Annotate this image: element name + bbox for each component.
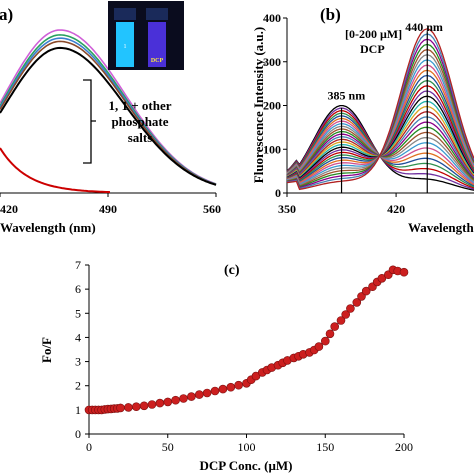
vial-right-label: DCP	[151, 58, 164, 64]
vial-left	[116, 22, 134, 67]
panel-a-x-ticks: 420 490 560	[0, 193, 221, 216]
panel-a-x-tick-label-0: 420	[0, 202, 18, 216]
panel-c-point-56	[399, 267, 409, 277]
panel-c-line	[89, 269, 405, 411]
panel-c-point-11	[124, 403, 133, 412]
panel-b-curve-29	[286, 28, 474, 191]
panel-c-x-tick-label-4: 200	[395, 440, 413, 454]
panel-c-point-52	[377, 273, 387, 283]
panel-b-y-tick-label-0: 0	[275, 186, 281, 200]
panel-b-ylabel: Fluorescence Intensity (a.u.)	[251, 27, 266, 183]
annotation-line-2: phosphate	[111, 114, 168, 129]
panel-c-point-40	[314, 342, 324, 351]
panel-a-red-curve	[0, 147, 111, 194]
panel-c-point-17	[171, 395, 180, 405]
annotation-bracket	[83, 79, 96, 164]
panel-c-y-tick-label-0: 0	[75, 427, 81, 441]
panel-b-peak-label-1: 440 nm	[405, 20, 443, 34]
panel-b-peak-label-0: 385 nm	[328, 89, 366, 103]
conc-dcp-label: DCP	[360, 42, 385, 56]
panel-c-trend	[89, 269, 405, 411]
panel-c-point-18	[179, 394, 188, 403]
panel-c-y-ticks: 0 1 2 3 4 5 6 7	[75, 258, 89, 441]
panel-b-x-ticks: 350 420	[278, 193, 405, 216]
panel-c: 0 1 2 3 4 5 6 7 0 50 100 150 200 (c) Fo/F DCP Conc.…	[39, 258, 413, 473]
panel-c-point-12	[132, 402, 141, 412]
panel-c-point-46	[346, 304, 355, 313]
panel-c-point-20	[195, 390, 204, 399]
panel-b-x-tick-label-0: 350	[278, 202, 296, 216]
panel-c-y-tick-label-3: 3	[75, 355, 81, 369]
conc-range-label: [0-200 μM]	[345, 27, 402, 41]
panel-c-point-44	[336, 316, 346, 325]
panel-a-curve-4	[0, 46, 217, 186]
panel-c-xlabel: DCP Conc. (μM)	[200, 458, 293, 473]
panel-c-point-10	[116, 403, 125, 413]
panel-a-label: a)	[0, 5, 13, 24]
panel-c-point-19	[187, 392, 196, 401]
panel-c-y-tick-label-4: 4	[75, 330, 81, 344]
panel-c-y-tick-label-7: 7	[75, 258, 81, 272]
panel-c-x-ticks: 0 50 100 150 200	[86, 434, 413, 454]
panel-b-curves	[286, 28, 474, 193]
panel-c-point-21	[202, 388, 212, 398]
inset-photo: 1 DCP	[108, 1, 184, 70]
panel-c-point-43	[330, 322, 340, 331]
panel-c-x-tick-label-1: 50	[162, 440, 174, 454]
panel-c-x-tick-label-2: 100	[238, 440, 256, 454]
panel-b-xlabel: Wavelength	[408, 220, 474, 235]
panel-c-point-25	[234, 380, 243, 390]
panel-b-label: (b)	[320, 5, 341, 24]
panel-c-x-tick-label-3: 150	[316, 440, 334, 454]
panel-c-y-tick-label-2: 2	[75, 379, 81, 393]
panel-b-y-tick-label-2: 200	[263, 99, 281, 113]
vial-cap-left	[114, 8, 136, 20]
panel-c-point-24	[226, 382, 236, 392]
annotation-line-1: 1, 1 + other	[108, 98, 171, 113]
panel-a: 420 490 560 a) Wavelength (nm) 1, 1 + othe…	[0, 1, 221, 235]
panel-c-points	[84, 265, 409, 415]
panel-b: 0 100 200 300 400 350 420 (b) Fluorescence In…	[251, 5, 474, 235]
panel-c-x-tick-label-0: 0	[86, 440, 92, 454]
panel-a-x-tick-label-1: 490	[99, 202, 117, 216]
panel-c-y-tick-label-1: 1	[75, 403, 81, 417]
panel-c-ylabel: Fo/F	[39, 337, 54, 363]
panel-c-point-16	[163, 397, 173, 407]
panel-b-x-tick-label-1: 420	[387, 202, 405, 216]
panel-c-point-23	[218, 384, 228, 394]
panel-c-point-45	[341, 310, 351, 319]
panel-c-point-13	[139, 401, 149, 411]
panel-c-point-22	[210, 386, 220, 396]
panel-b-y-tick-label-1: 100	[263, 142, 281, 156]
panel-a-curves	[0, 29, 217, 194]
annotation-line-3: salts	[128, 130, 153, 145]
panel-c-point-49	[361, 286, 371, 296]
panel-c-point-14	[147, 400, 157, 409]
panel-b-y-tick-label-4: 400	[263, 11, 281, 25]
panel-a-xlabel: Wavelength (nm)	[0, 220, 96, 235]
panel-c-point-42	[325, 329, 335, 339]
panel-c-point-15	[155, 398, 165, 408]
panel-c-y-tick-label-6: 6	[75, 282, 81, 296]
vial-right	[148, 22, 166, 67]
panel-a-x-tick-label-2: 560	[203, 202, 221, 216]
panel-b-y-tick-label-3: 300	[263, 55, 281, 69]
panel-c-y-tick-label-5: 5	[75, 306, 81, 320]
panel-c-label: (c)	[224, 263, 240, 278]
vial-left-label: 1	[124, 44, 127, 50]
vial-cap-right	[146, 8, 168, 20]
panel-c-point-28	[251, 371, 261, 381]
panel-c-point-47	[352, 298, 362, 307]
panel-b-peak-labels: 385 nm 440 nm	[328, 20, 443, 103]
panel-c-point-41	[320, 336, 330, 346]
panel-b-y-ticks: 0 100 200 300 400	[263, 11, 287, 200]
